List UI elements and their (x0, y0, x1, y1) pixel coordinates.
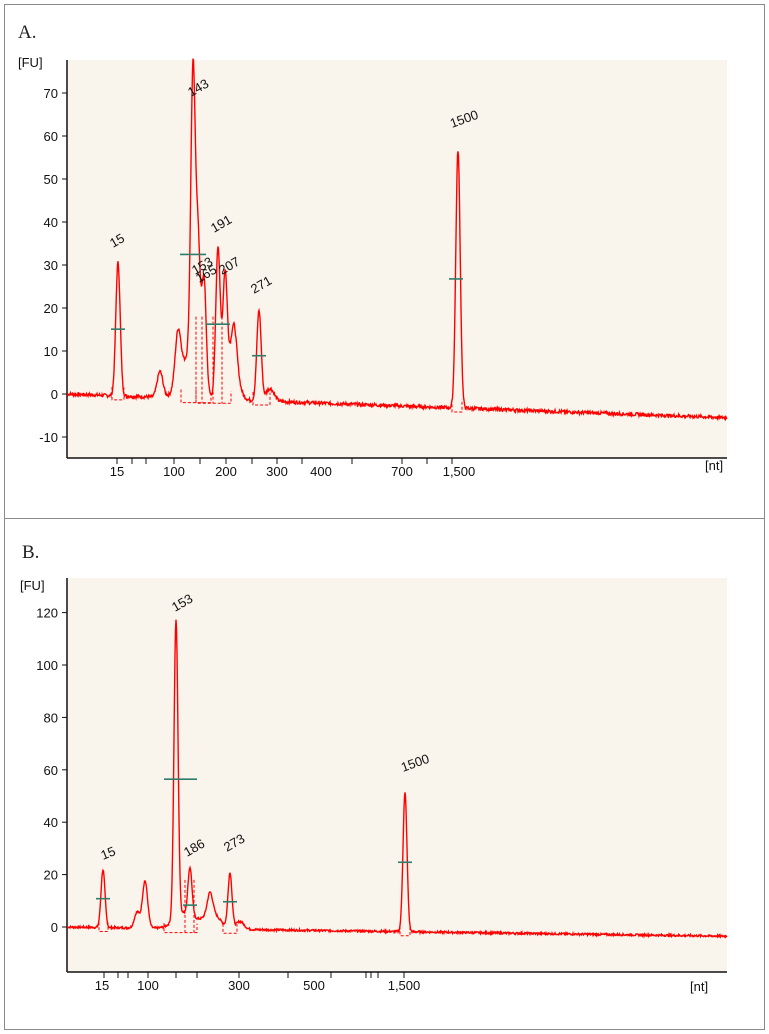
y-tick-label: 30 (44, 258, 58, 273)
y-tick-label: 60 (44, 763, 58, 778)
y-tick-label: 20 (44, 868, 58, 883)
integration-bracket (98, 922, 109, 933)
y-unit-label: [FU] (20, 578, 45, 593)
integration-bracket (252, 392, 271, 406)
y-tick-label: 70 (44, 86, 58, 101)
y-tick-label: 100 (36, 658, 58, 673)
integration-bracket (222, 923, 238, 934)
x-tick-label: 400 (310, 464, 332, 479)
x-tick-label: 15 (110, 464, 124, 479)
x-tick-label: 100 (163, 464, 185, 479)
x-tick-label: 1,500 (388, 978, 421, 993)
x-unit-label: [nt] (705, 458, 723, 473)
y-tick-label: 50 (44, 172, 58, 187)
x-tick-label: 15 (95, 978, 109, 993)
chart-panel-b: 0 20 40 60 80 100 120 15 100 300 500 1,500 [FU] [nt] 1… (20, 578, 728, 994)
plot-background (67, 578, 727, 972)
panel-a-label: A. (18, 22, 37, 43)
x-unit-label: [nt] (690, 979, 708, 994)
y-tick-label: -10 (39, 430, 58, 445)
y-tick-label: 40 (44, 215, 58, 230)
signal-trace (66, 58, 728, 422)
y-tick-label: 80 (44, 710, 58, 725)
y-tick-label: 120 (36, 606, 58, 621)
figure-frame (4, 4, 765, 1030)
signal-trace (66, 619, 728, 939)
y-tick-label: 40 (44, 815, 58, 830)
x-tick-label: 100 (137, 978, 159, 993)
x-tick-label: 300 (266, 464, 288, 479)
chart-panel-a: -10 0 10 20 30 40 50 60 70 15 100 200 300 400 700 1,500… (18, 55, 728, 479)
integration-bracket (111, 387, 125, 401)
x-tick-label: 1,500 (443, 464, 476, 479)
y-tick-label: 0 (51, 387, 58, 402)
y-tick-label: 20 (44, 301, 58, 316)
y-tick-label: 60 (44, 129, 58, 144)
panel-divider (4, 518, 765, 519)
integration-bracket (180, 389, 212, 404)
peak-label: 15 (99, 843, 118, 862)
x-tick-label: 200 (215, 464, 237, 479)
integration-bracket (451, 399, 463, 413)
plot-background (67, 60, 727, 458)
peak-label: 15 (107, 230, 127, 250)
y-tick-label: 0 (51, 920, 58, 935)
y-tick-label: 10 (44, 344, 58, 359)
x-tick-label: 300 (228, 978, 250, 993)
x-tick-label: 500 (303, 978, 325, 993)
integration-bracket (163, 923, 198, 934)
y-unit-label: [FU] (18, 55, 43, 70)
x-tick-label: 700 (391, 464, 413, 479)
panel-b-label: B. (22, 542, 40, 563)
